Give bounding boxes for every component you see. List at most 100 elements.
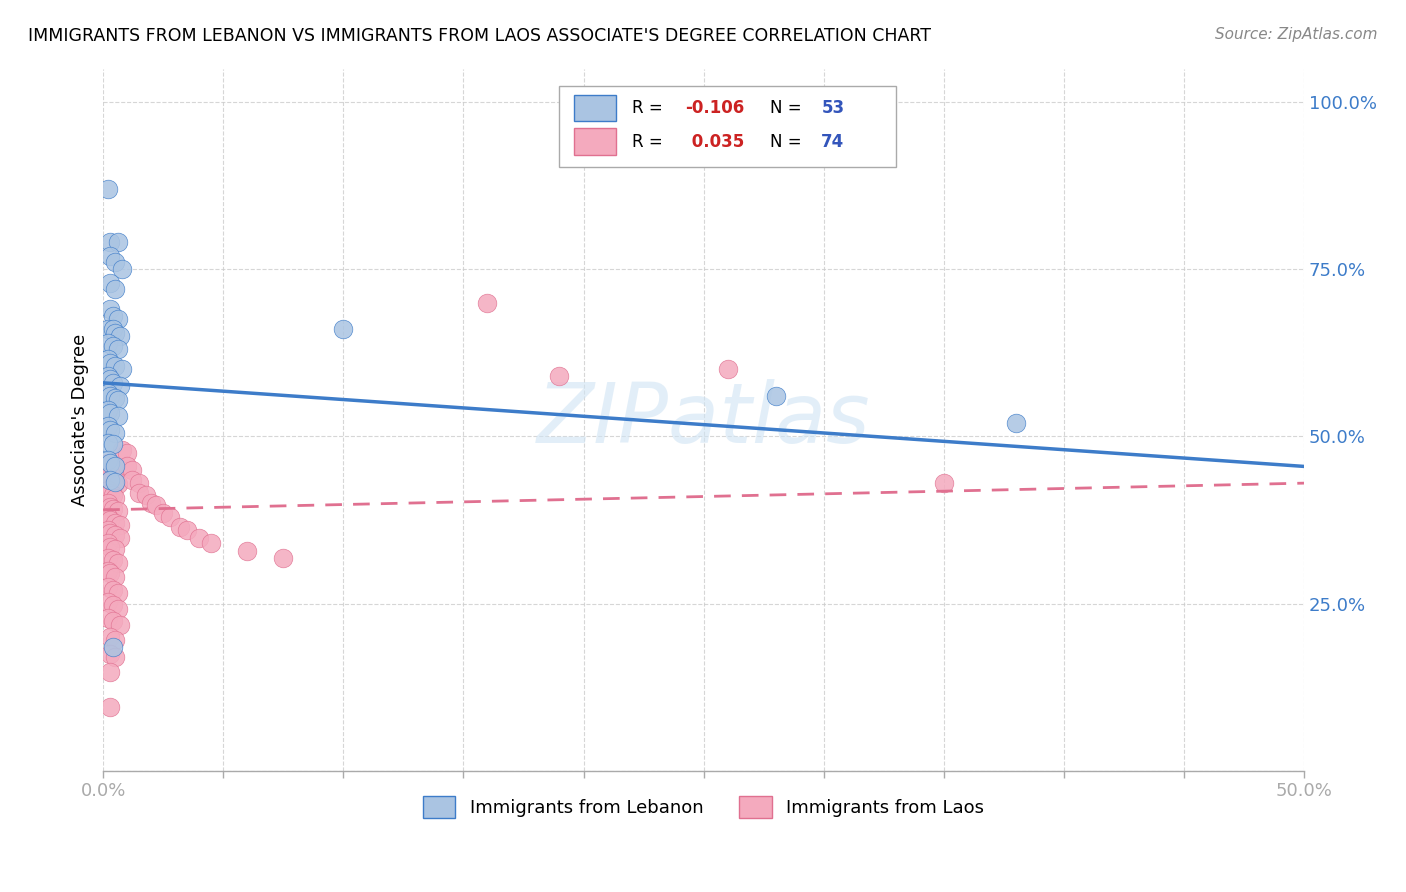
Point	[98, 456, 121, 470]
Point	[101, 461, 124, 475]
Point	[107, 409, 129, 424]
Point	[108, 379, 131, 393]
FancyBboxPatch shape	[560, 86, 896, 167]
Point	[97, 523, 120, 537]
Point	[97, 565, 120, 579]
Point	[101, 339, 124, 353]
Point	[176, 523, 198, 537]
Point	[200, 536, 222, 550]
Point	[101, 583, 124, 598]
Point	[236, 544, 259, 558]
Point	[332, 322, 354, 336]
Point	[107, 557, 129, 571]
Point	[98, 423, 121, 437]
Point	[145, 498, 167, 512]
Point	[121, 473, 143, 487]
Point	[107, 586, 129, 600]
Point	[101, 437, 124, 451]
Point	[104, 475, 127, 489]
Text: -0.106: -0.106	[686, 99, 745, 117]
Point	[98, 647, 121, 661]
Point	[97, 483, 120, 497]
Point	[98, 665, 121, 679]
Point	[107, 602, 129, 616]
Point	[108, 531, 131, 545]
Point	[97, 352, 120, 367]
Text: ZIPatlas: ZIPatlas	[537, 379, 870, 460]
Point	[98, 486, 121, 500]
Point	[107, 343, 129, 357]
Point	[1005, 416, 1028, 430]
Point	[97, 369, 120, 384]
Text: 0.035: 0.035	[686, 133, 744, 151]
Point	[107, 477, 129, 491]
Point	[98, 249, 121, 263]
Point	[104, 359, 127, 373]
Point	[932, 476, 955, 491]
Point	[98, 302, 121, 317]
Point	[98, 513, 121, 527]
Point	[97, 335, 120, 350]
Point	[97, 402, 120, 417]
Point	[97, 595, 120, 609]
Point	[108, 618, 131, 632]
Point	[97, 580, 120, 594]
Point	[98, 500, 121, 514]
Point	[104, 570, 127, 584]
Point	[97, 436, 120, 450]
Point	[98, 406, 121, 420]
Point	[765, 389, 787, 403]
Point	[98, 276, 121, 290]
Point	[188, 531, 211, 545]
Point	[97, 456, 120, 470]
Point	[717, 362, 740, 376]
Point	[108, 329, 131, 343]
Point	[111, 262, 134, 277]
Point	[101, 553, 124, 567]
Point	[104, 391, 127, 405]
Point	[107, 312, 129, 326]
Text: Source: ZipAtlas.com: Source: ZipAtlas.com	[1215, 27, 1378, 42]
Text: 74: 74	[821, 133, 845, 151]
Point	[477, 295, 499, 310]
FancyBboxPatch shape	[574, 95, 616, 121]
Point	[98, 459, 121, 474]
Text: R =: R =	[631, 99, 668, 117]
Point	[104, 282, 127, 296]
Point	[104, 459, 127, 474]
Point	[97, 322, 120, 336]
Point	[152, 506, 174, 520]
Point	[107, 504, 129, 518]
Point	[108, 517, 131, 532]
Point	[115, 446, 138, 460]
Point	[98, 540, 121, 554]
Point	[97, 452, 120, 467]
Point	[104, 516, 127, 531]
Point	[97, 385, 120, 400]
Point	[107, 392, 129, 407]
Point	[98, 473, 121, 487]
Legend: Immigrants from Lebanon, Immigrants from Laos: Immigrants from Lebanon, Immigrants from…	[416, 789, 991, 825]
Point	[98, 235, 121, 250]
Point	[169, 519, 191, 533]
Point	[271, 551, 294, 566]
Point	[98, 372, 121, 386]
Point	[104, 528, 127, 542]
Point	[128, 486, 150, 500]
Text: R =: R =	[631, 133, 668, 151]
Point	[97, 469, 120, 483]
Point	[104, 476, 127, 491]
Point	[101, 376, 124, 390]
Point	[97, 611, 120, 625]
Point	[104, 491, 127, 505]
Point	[98, 389, 121, 403]
Point	[104, 425, 127, 440]
Point	[111, 362, 134, 376]
Point	[548, 369, 571, 384]
Point	[97, 509, 120, 524]
Point	[107, 235, 129, 250]
Point	[128, 476, 150, 491]
Point	[104, 541, 127, 556]
Point	[101, 488, 124, 502]
Point	[98, 473, 121, 487]
